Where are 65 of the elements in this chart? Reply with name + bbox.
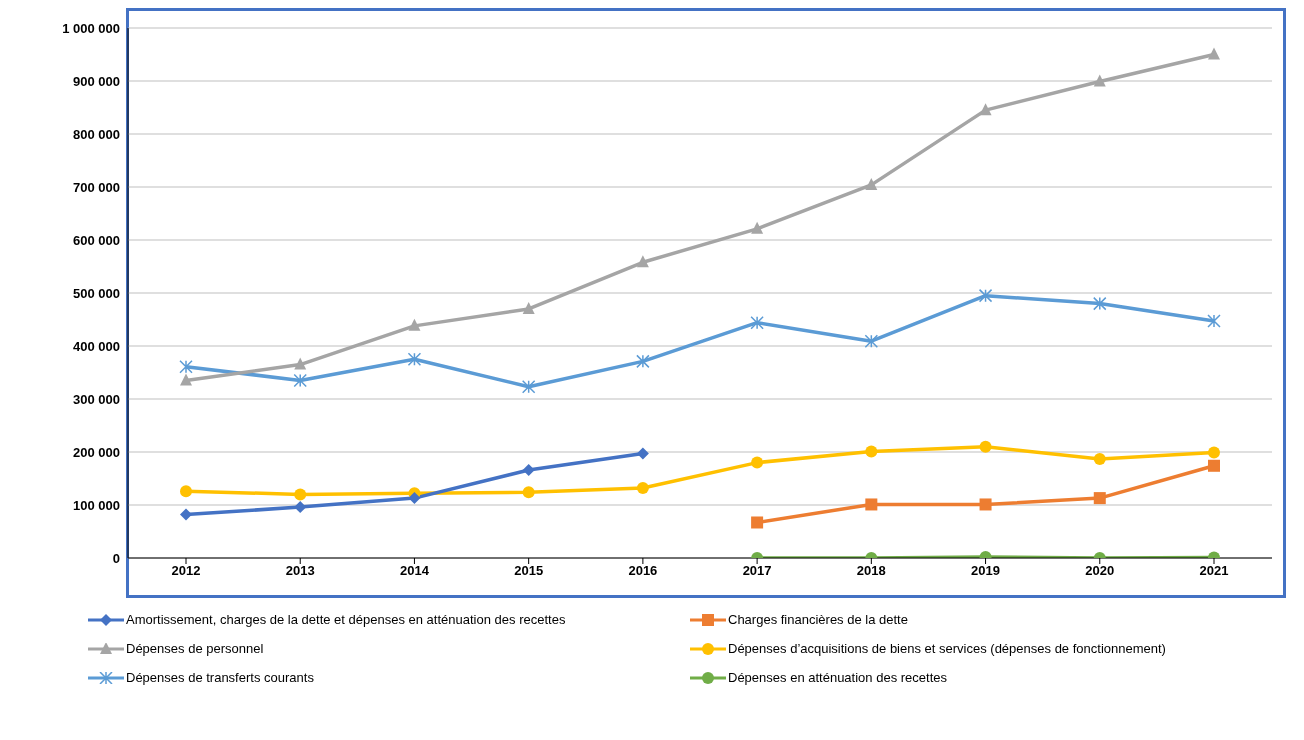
y-tick-label: 100 000 — [73, 497, 120, 513]
point — [1208, 47, 1220, 60]
point — [294, 488, 307, 501]
y-tick-label: 200 000 — [73, 444, 120, 460]
point — [180, 373, 192, 386]
y-tick-label: 700 000 — [73, 179, 120, 195]
point — [978, 288, 993, 303]
point — [979, 498, 992, 511]
y-tick-label: 900 000 — [73, 73, 120, 89]
point — [1208, 446, 1220, 459]
x-tick-label: 2021 — [1199, 563, 1229, 579]
point — [522, 464, 535, 477]
point — [1093, 74, 1106, 87]
point — [865, 498, 878, 511]
point — [1093, 492, 1106, 505]
legend-label: Amortissement, charges de la dette et dépenses en atténuation des recettes — [126, 612, 566, 627]
x-tick-label: 2013 — [285, 563, 315, 579]
point — [1208, 459, 1220, 472]
point — [521, 380, 536, 394]
point — [636, 255, 649, 268]
point — [293, 373, 307, 388]
point — [636, 447, 649, 460]
point — [751, 516, 764, 529]
legend-label: Dépenses d’acquisitions de biens et services (dépenses de fonctionnement) — [728, 641, 1166, 656]
point — [636, 354, 650, 369]
y-tick-label: 600 000 — [73, 232, 120, 248]
x-tick-label: 2019 — [971, 563, 1001, 579]
point — [522, 301, 535, 314]
point — [1093, 296, 1107, 311]
point — [865, 445, 878, 458]
point — [1207, 314, 1221, 328]
point — [1093, 452, 1106, 465]
y-tick-label: 500 000 — [73, 285, 120, 301]
point — [408, 318, 421, 331]
point — [979, 103, 992, 116]
x-tick-label: 2016 — [628, 563, 658, 579]
point — [750, 315, 764, 330]
point — [522, 486, 535, 499]
point — [408, 492, 421, 505]
y-tick-label: 800 000 — [73, 126, 120, 142]
x-tick-label: 2014 — [399, 563, 430, 579]
y-tick-label: 0 — [112, 550, 120, 566]
point — [751, 221, 764, 234]
legend-label: Dépenses de personnel — [126, 641, 264, 656]
point — [865, 177, 878, 190]
point — [864, 334, 879, 348]
point — [294, 357, 307, 370]
point — [179, 359, 193, 374]
x-tick-label: 2017 — [742, 563, 772, 579]
point — [180, 508, 192, 521]
point — [636, 482, 649, 495]
point — [407, 352, 422, 366]
x-tick-label: 2018 — [856, 563, 886, 579]
point — [751, 456, 764, 469]
point — [180, 485, 192, 498]
y-tick-label: 1 000 000 — [62, 20, 120, 36]
x-tick-label: 2012 — [171, 563, 201, 579]
legend-label: Charges financières de la dette — [728, 612, 908, 627]
y-tick-label: 400 000 — [73, 338, 120, 354]
x-tick-label: 2015 — [514, 563, 544, 579]
y-tick-label: 300 000 — [73, 391, 120, 407]
legend-label: Dépenses de transferts courants — [126, 670, 314, 685]
x-tick-label: 2020 — [1085, 563, 1115, 579]
legend-label: Dépenses en atténuation des recettes — [728, 670, 947, 685]
point — [979, 440, 992, 453]
